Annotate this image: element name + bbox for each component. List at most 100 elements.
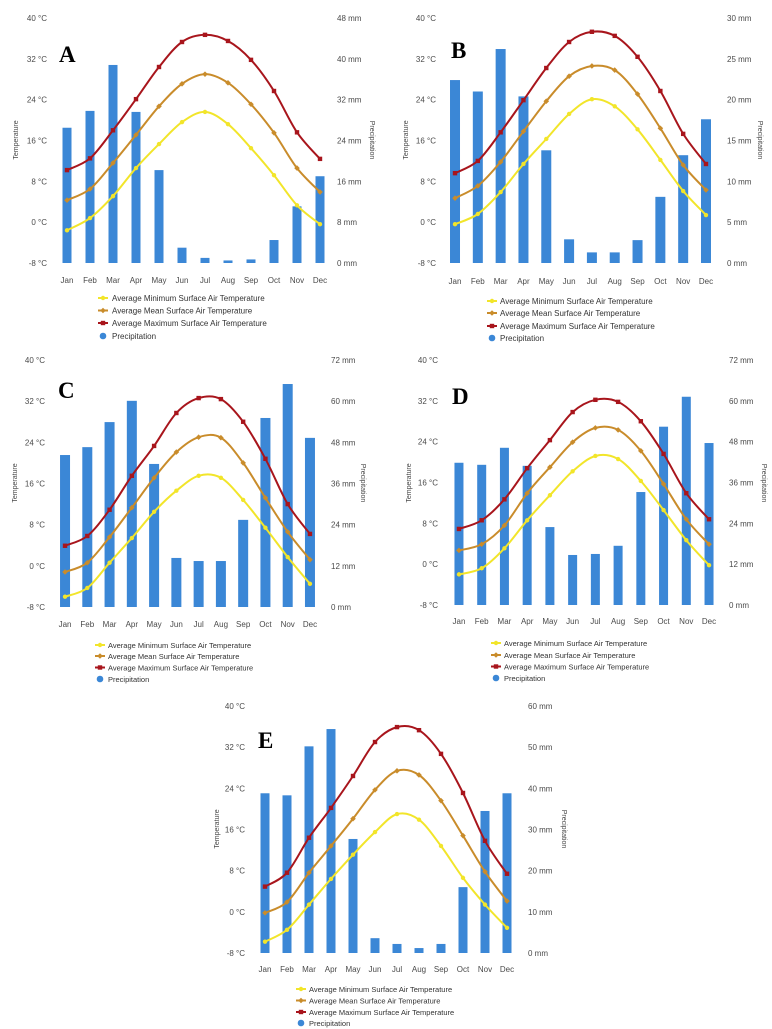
chart-b-min-temp-point-jun [566,111,572,117]
chart-c-precipitation-tick-label: 12 mm [331,562,356,571]
chart-d-precipitation-tick-label: 12 mm [729,560,754,569]
chart-d-precipitation-tick-label: 36 mm [729,479,754,488]
chart-d-min-temp-line [458,453,710,576]
chart-e-mean-temp-point-dec [504,898,510,904]
chart-d-month-label-nov: Nov [679,617,693,626]
chart-c-precipitation-bar-jan [60,455,71,607]
chart-a-mean-temp-point-jul [202,71,208,77]
chart-a-month-label-sep: Sep [244,276,259,285]
chart-d-max-temp-point-mar [502,497,507,502]
chart-c-min-temp-point-jul [196,473,201,478]
chart-d-temperature-tick-label: 0 °C [422,560,438,569]
chart-a-month-label-feb: Feb [83,276,97,285]
chart-c-legend-max-temp-symbol [97,665,103,670]
chart-d-max-temp-line [458,397,710,530]
chart-d-max-temp-point-feb [479,518,484,523]
chart-d-legend-max-temp-symbol [493,664,499,669]
chart-b-mean-temp-point-jan [452,195,458,201]
chart-a-max-temp-point-sep [248,57,254,63]
chart-b-min-temp-point-aug [612,104,617,109]
chart-c-month-label-sep: Sep [236,620,251,629]
chart-c-min-temp-point-may [151,509,157,515]
chart-e-precipitation-bar-jun [370,938,380,953]
chart-c-max-temp-point-nov [285,501,290,507]
chart-d-min-temp-point-nov [684,537,689,543]
chart-a-mean-temp-point-jan [64,197,70,204]
chart-e-min-temp-line [264,812,508,943]
chart-d-max-temp-point-may [547,437,553,443]
chart-a-max-temp-point-jul [202,32,208,38]
chart-c-max-temp-point-oct [263,456,268,461]
chart-b-month-label-sep: Sep [630,277,645,286]
chart-e-min-temp-point-jan [262,939,268,944]
chart-e-precipitation-bar-nov [480,810,490,953]
chart-e-mean-temp-point-mar [306,869,312,876]
chart-d-precipitation-bar-nov [681,396,691,605]
chart-c-precipitation-bar-sep [238,519,249,607]
chart-d-min-temp-point-oct [661,507,666,513]
chart-c-month-label-jun: Jun [170,620,183,629]
chart-a-precipitation-bar-sep [246,259,256,263]
chart-d-mean-temp-point-jul [592,425,599,431]
chart-b-min-temp-point-mar [498,189,503,195]
chart-d-min-temp-point-may [547,493,553,498]
chart-a-month-label-jun: Jun [176,276,189,285]
chart-a-max-temp-point-dec [317,156,323,162]
chart-d-temperature-tick-label: 40 °C [418,356,438,365]
chart-c-max-temp-point-feb [85,533,90,539]
chart-e-month-label-oct: Oct [457,965,470,974]
chart-b-month-label-jan: Jan [449,277,462,286]
chart-b-max-temp-point-jun [566,39,572,45]
chart-d-temperature-tick-label: -8 °C [420,601,439,610]
chart-e-mean-temp-point-sep [438,797,444,804]
chart-d-min-temp-point-apr [524,518,530,523]
chart-d-precipitation-tick-label: 48 mm [729,438,754,447]
chart-d-max-temp-point-sep [638,419,644,424]
chart-c-precipitation-bar-may [149,463,160,607]
chart-b-max-temp-point-dec [703,161,709,167]
chart-c-min-temp-point-feb [85,585,90,591]
chart-d-precipitation-bar-jan [454,462,464,605]
chart-b-precipitation-tick-label: 25 mm [727,55,752,64]
chart-e-max-temp-point-may [350,773,356,779]
chart-b-min-temp-point-nov [680,188,686,194]
chart-e-temperature-tick-label: 24 °C [225,784,245,793]
chart-b-temperature-tick-label: -8 °C [418,259,437,268]
chart-a-temperature-tick-label: 16 °C [27,137,47,146]
chart-e-min-temp-point-feb [284,927,290,933]
chart-a-mean-temp-point-aug [225,80,231,86]
chart-c-legend-min-temp-label: Average Minimum Surface Air Temperature [108,641,251,650]
chart-a-mean-temp-point-mar [110,160,116,166]
chart-c-precipitation-bar-jul [193,561,204,607]
chart-e-max-temp-point-aug [416,727,422,733]
chart-c-max-temp-point-apr [129,473,135,478]
chart-a-precipitation-tick-label: 40 mm [337,55,362,64]
chart-d-legend-item-precipitation: Precipitation [492,674,545,683]
chart-c-max-temp-point-mar [107,507,112,512]
chart-d-legend-precipitation-label: Precipitation [504,674,545,683]
chart-b-max-temp-point-apr [521,97,526,103]
chart-d-legend-mean-temp-symbol [493,652,499,658]
chart-a-legend-max-temp-symbol [100,320,106,326]
chart-d-precipitation-bar-aug [613,545,623,605]
chart-e-mean-temp-point-nov [482,868,488,875]
chart-c-min-temp-line [64,473,311,598]
chart-c-max-temp-point-sep [240,419,246,424]
chart-e-min-temp-point-jul [394,811,400,817]
chart-c-mean-temp-point-mar [106,534,113,540]
chart-a-month-label-may: May [151,276,166,285]
chart-a-max-temp-line [66,33,321,172]
chart-d-min-temp-point-jun [570,469,575,474]
chart-b-precipitation-bar-jun [564,239,575,263]
chart-c-precipitation-bar-mar [104,422,115,607]
chart-c-mean-temp-point-apr [129,504,135,511]
chart-d-month-label-jun: Jun [566,617,579,626]
chart-d-legend-item-max-temp: Average Maximum Surface Air Temperature [491,662,649,671]
chart-a-precipitation-tick-label: 16 mm [337,177,362,186]
chart-c-precipitation-bar-aug [215,561,226,607]
chart-e-legend-max-temp-symbol [298,1009,304,1015]
chart-d-max-temp-point-oct [661,451,666,457]
chart-b-precipitation-bar-nov [678,155,689,263]
chart-c-temperature-tick-label: 8 °C [29,521,45,530]
chart-b-temperature-tick-label: 0 °C [420,218,436,227]
